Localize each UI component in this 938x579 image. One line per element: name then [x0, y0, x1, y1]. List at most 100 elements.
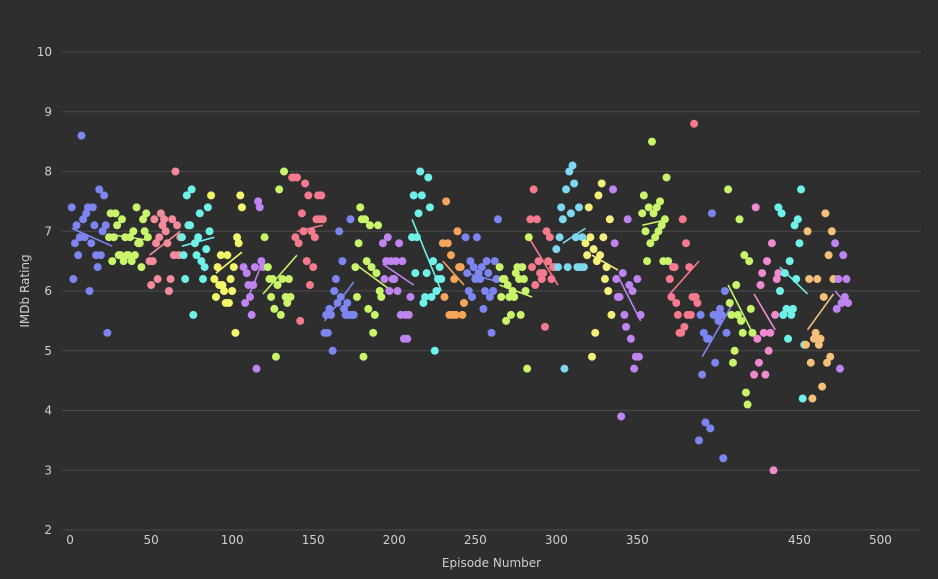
data-point [587, 352, 596, 361]
data-point [297, 209, 306, 218]
data-point [641, 227, 650, 236]
trend-line [442, 260, 465, 286]
data-point [578, 233, 587, 242]
data-point [456, 263, 465, 272]
data-point [346, 215, 355, 224]
data-point [148, 257, 157, 266]
data-point [813, 275, 822, 284]
data-point [226, 275, 235, 284]
data-point [633, 275, 642, 284]
data-point [304, 191, 313, 200]
data-point [414, 209, 423, 218]
data-point [775, 287, 784, 295]
data-point [835, 364, 844, 373]
data-point [427, 292, 436, 301]
data-point [147, 281, 156, 290]
data-point [100, 191, 109, 200]
data-point [164, 287, 173, 295]
data-point [98, 227, 107, 236]
data-point [797, 185, 806, 194]
data-point [779, 310, 788, 319]
data-point [492, 275, 501, 284]
data-point [665, 275, 674, 284]
data-point [599, 233, 608, 242]
data-point [202, 245, 211, 254]
data-point [575, 203, 584, 212]
x-tick-label: 150 [302, 533, 325, 547]
data-point [111, 209, 120, 218]
data-point [681, 239, 690, 248]
data-point [103, 328, 112, 337]
data-point [489, 287, 498, 295]
data-point [764, 346, 773, 355]
data-point [727, 310, 736, 319]
data-point [777, 209, 786, 218]
data-point [586, 233, 595, 242]
y-tick-label: 3 [44, 463, 52, 477]
data-point [237, 203, 246, 212]
data-point [670, 263, 679, 272]
data-point [741, 388, 750, 397]
data-point [506, 310, 515, 319]
data-point [793, 215, 802, 224]
data-point [361, 215, 370, 224]
data-point [628, 287, 637, 295]
data-point [544, 257, 553, 266]
data-point [620, 310, 629, 319]
data-point [119, 257, 128, 266]
data-point [831, 239, 840, 248]
data-point [568, 161, 577, 170]
data-point [711, 358, 720, 367]
data-point [824, 251, 833, 260]
y-tick-label: 5 [44, 344, 52, 358]
data-point [203, 203, 212, 212]
data-point [839, 251, 848, 260]
data-point [832, 304, 841, 313]
x-tick-label: 350 [626, 533, 649, 547]
data-point [299, 227, 308, 236]
data-point [493, 215, 502, 224]
data-point [771, 310, 780, 319]
data-point [234, 239, 243, 248]
data-point [647, 137, 656, 146]
data-point [207, 191, 216, 200]
trend-line [753, 293, 776, 331]
data-point [728, 358, 737, 367]
data-point [827, 227, 836, 236]
data-point [124, 251, 133, 260]
data-point [186, 221, 195, 230]
data-point [153, 275, 162, 284]
data-point [644, 203, 653, 212]
data-point [155, 233, 164, 242]
data-point [296, 316, 305, 325]
data-point [195, 209, 204, 218]
data-point [844, 298, 853, 307]
data-point [179, 251, 188, 260]
data-point [534, 257, 543, 266]
data-point [422, 269, 431, 278]
data-point [558, 215, 567, 224]
data-point [719, 454, 728, 463]
data-point [197, 257, 206, 266]
data-point [246, 292, 255, 301]
data-point [782, 304, 791, 313]
data-point [302, 257, 311, 266]
y-tick-label: 6 [44, 284, 52, 298]
data-point [317, 191, 326, 200]
data-point [425, 203, 434, 212]
data-point [291, 233, 300, 242]
data-point [435, 263, 444, 272]
data-point [481, 287, 490, 295]
data-point [738, 328, 747, 337]
data-point [840, 292, 849, 301]
data-point [485, 292, 494, 301]
data-point [404, 310, 413, 319]
data-point [429, 257, 438, 266]
data-point [600, 275, 609, 284]
data-point [717, 310, 726, 319]
data-point [459, 298, 468, 307]
data-point [714, 316, 723, 325]
data-point [412, 233, 421, 242]
data-point [597, 179, 606, 188]
trend-line [354, 263, 389, 289]
